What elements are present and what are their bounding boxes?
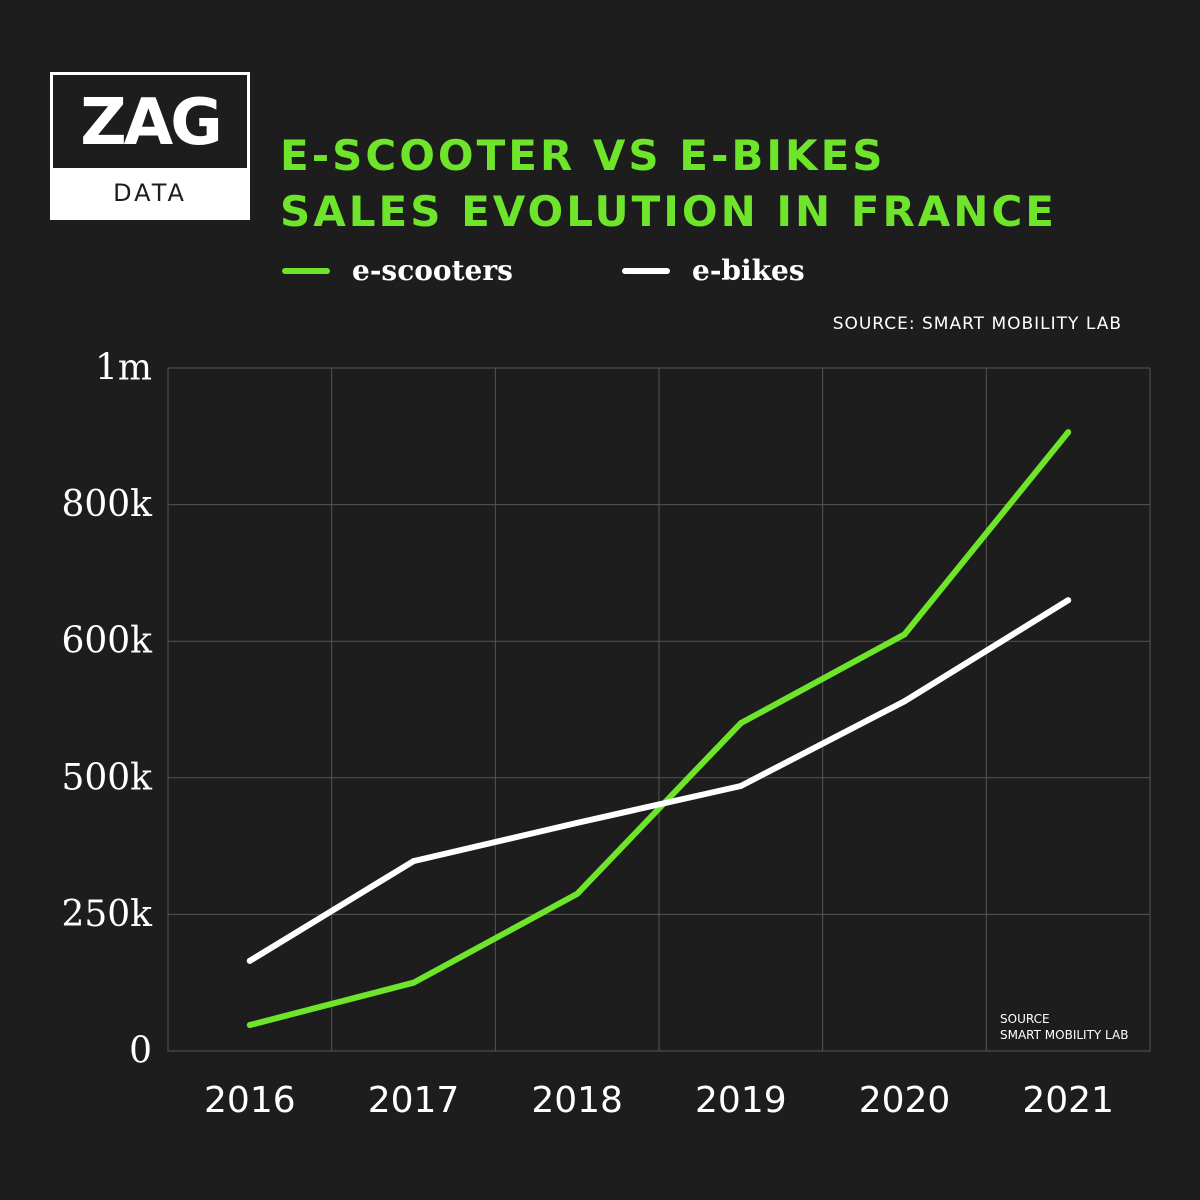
logo-subtitle: DATA <box>53 168 247 217</box>
legend-swatch-e-scooters <box>282 267 330 274</box>
chart-source-label: SOURCE <box>1000 1012 1050 1026</box>
data-point-e-scooters <box>901 631 908 638</box>
y-tick-label: 250k <box>61 894 153 935</box>
x-tick-label: 2018 <box>531 1080 623 1121</box>
legend-swatch-e-bikes <box>622 267 670 274</box>
data-point-e-scooters <box>410 979 417 986</box>
chart-title-line-1: E-SCOOTER VS E-BIKES <box>280 131 886 180</box>
data-point-e-scooters <box>737 720 744 727</box>
chart-source-name: SMART MOBILITY LAB <box>1000 1028 1129 1042</box>
x-tick-label: 2021 <box>1022 1080 1114 1121</box>
y-tick-label: 1m <box>95 348 152 389</box>
legend-label-e-scooters: e-scooters <box>352 254 513 287</box>
legend-label-e-bikes: e-bikes <box>692 254 805 287</box>
series-line-e-scooters <box>246 429 1072 1029</box>
y-tick-label: 600k <box>61 621 153 662</box>
x-tick-label: 2019 <box>695 1080 787 1121</box>
data-point-e-bikes <box>901 698 908 705</box>
y-tick-label: 0 <box>129 1031 152 1072</box>
zag-data-logo: ZAG DATA <box>50 72 250 220</box>
x-tick-label: 2016 <box>204 1080 296 1121</box>
y-tick-label: 500k <box>61 757 153 798</box>
chart-title-line-2: SALES EVOLUTION IN FRANCE <box>280 187 1057 236</box>
data-point-e-bikes <box>410 858 417 865</box>
x-tick-label: 2017 <box>368 1080 460 1121</box>
source-note: SOURCE: SMART MOBILITY LAB <box>832 314 1122 334</box>
data-point-e-bikes <box>574 819 581 826</box>
series-line-e-bikes <box>246 597 1072 964</box>
y-tick-label: 800k <box>61 484 153 525</box>
chart-title: E-SCOOTER VS E-BIKES SALES EVOLUTION IN … <box>280 128 1057 240</box>
chart-source-note: SOURCE SMART MOBILITY LAB <box>1000 1011 1128 1043</box>
data-point-e-bikes <box>246 957 253 964</box>
x-tick-label: 2020 <box>859 1080 951 1121</box>
logo-wordmark: ZAG <box>80 86 222 160</box>
data-point-e-bikes <box>737 782 744 789</box>
data-point-e-bikes <box>1065 597 1072 604</box>
data-point-e-scooters <box>246 1022 253 1029</box>
data-point-e-scooters <box>1065 429 1072 436</box>
legend-item-e-scooters: e-scooters <box>282 254 513 287</box>
legend-item-e-bikes: e-bikes <box>622 254 805 287</box>
data-point-e-scooters <box>574 890 581 897</box>
